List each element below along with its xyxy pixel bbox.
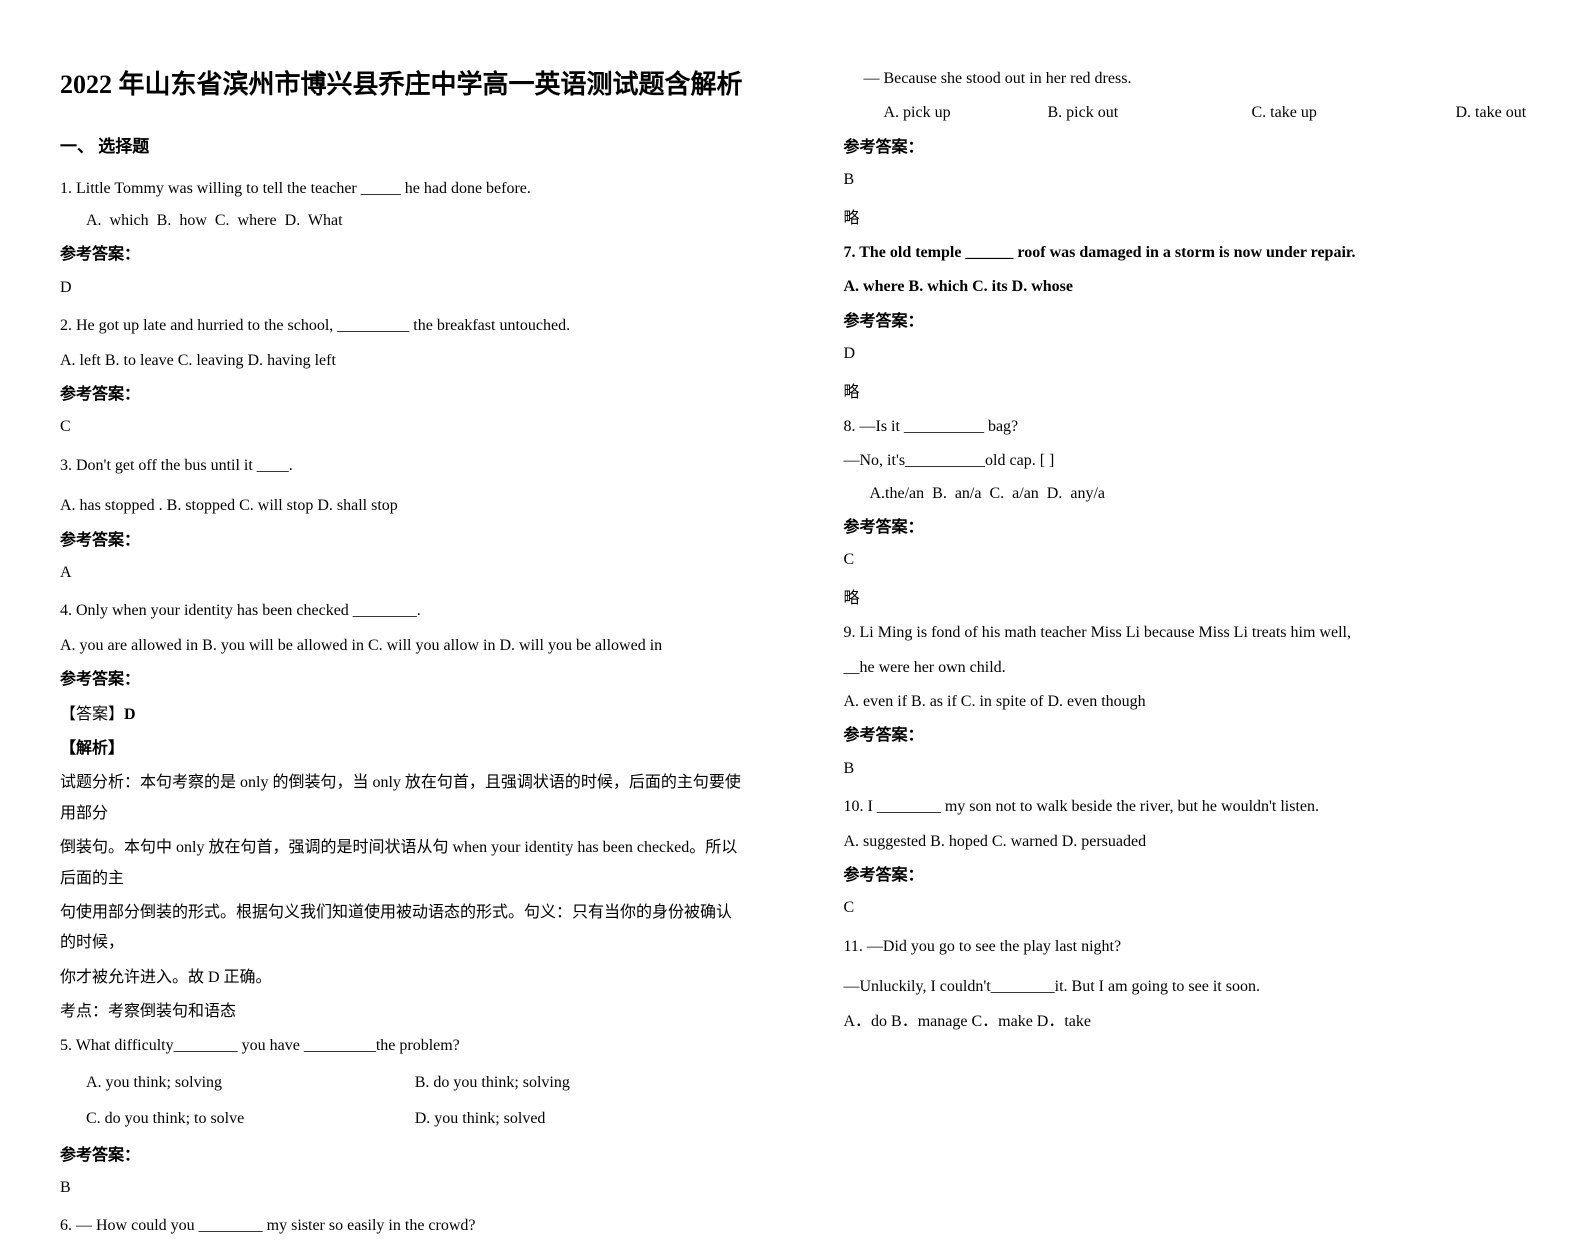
answer-label: 参考答案： [60, 380, 744, 410]
question-5-row2: C. do you think; to solve D. you think; … [86, 1100, 744, 1136]
question-5: 5. What difficulty________ you have ____… [60, 1031, 744, 1061]
right-column: — Because she stood out in her red dress… [794, 0, 1587, 1122]
question-4-exp2: 倒装句。本句中 only 放在句首，强调的是时间状语从句 when your i… [60, 833, 744, 894]
question-6-options: A. pick up B. pick out C. take up D. tak… [884, 98, 1528, 128]
explain-label: 【解析】 [60, 734, 744, 764]
question-5-a: A. you think; solving [86, 1068, 415, 1098]
question-4: 4. Only when your identity has been chec… [60, 596, 744, 626]
question-9a: 9. Li Ming is fond of his math teacher M… [844, 618, 1528, 648]
answer-label: 参考答案： [844, 513, 1528, 543]
lue: 略 [844, 204, 1528, 234]
question-2-answer: C [60, 412, 744, 442]
section-heading: 一、 选择题 [60, 131, 744, 163]
question-6-a: A. pick up [884, 98, 1044, 128]
lue: 略 [844, 584, 1528, 614]
question-1-answer: D [60, 273, 744, 303]
question-6-c: C. take up [1252, 98, 1452, 128]
answer-label: 参考答案： [844, 133, 1528, 163]
question-4-exp1: 试题分析：本句考察的是 only 的倒装句，当 only 放在句首，且强调状语的… [60, 768, 744, 829]
question-4-options: A. you are allowed in B. you will be all… [60, 631, 744, 661]
question-8b: —No, it's__________old cap. [ ] [844, 446, 1528, 476]
lue: 略 [844, 378, 1528, 408]
question-2: 2. He got up late and hurried to the sch… [60, 311, 744, 341]
answer-bracket: 【答案】 [60, 706, 124, 723]
question-11-options: A．do B．manage C．make D．take [844, 1007, 1528, 1037]
question-9-answer: B [844, 754, 1528, 784]
question-3: 3. Don't get off the bus until it ____. [60, 451, 744, 481]
left-column: 2022 年山东省滨州市博兴县乔庄中学高一英语测试题含解析 一、 选择题 1. … [0, 0, 794, 1122]
question-7: 7. The old temple ______ roof was damage… [844, 238, 1528, 268]
question-2-options: A. left B. to leave C. leaving D. having… [60, 346, 744, 376]
question-4-exp3: 句使用部分倒装的形式。根据句义我们知道使用被动语态的形式。句义：只有当你的身份被… [60, 898, 744, 959]
question-8a: 8. —Is it __________ bag? [844, 412, 1528, 442]
answer-label: 参考答案： [60, 1141, 744, 1171]
question-5-d: D. you think; solved [415, 1104, 744, 1134]
question-10: 10. I ________ my son not to walk beside… [844, 792, 1528, 822]
question-6-b: B. pick out [1048, 98, 1248, 128]
question-11a: 11. —Did you go to see the play last nig… [844, 932, 1528, 962]
question-5-answer: B [60, 1173, 744, 1203]
question-6: 6. — How could you ________ my sister so… [60, 1211, 744, 1241]
answer-label: 参考答案： [844, 721, 1528, 751]
question-7-answer: D [844, 339, 1528, 369]
answer-label: 参考答案： [60, 665, 744, 695]
question-5-c: C. do you think; to solve [86, 1104, 415, 1134]
question-7-options: A. where B. which C. its D. whose [844, 272, 1528, 302]
question-1-options: A. which B. how C. where D. What [86, 206, 744, 236]
answer-label: 参考答案： [60, 240, 744, 270]
question-4-answer: D [124, 706, 136, 723]
question-8-options: A.the/an B. an/a C. a/an D. any/a [870, 479, 1528, 509]
answer-label: 参考答案： [60, 526, 744, 556]
question-4-exp4: 你才被允许进入。故 D 正确。 [60, 963, 744, 993]
question-4-answer-wrap: 【答案】D [60, 700, 744, 730]
kaodian: 考点：考察倒装句和语态 [60, 997, 744, 1027]
question-10-answer: C [844, 893, 1528, 923]
question-5-b: B. do you think; solving [415, 1068, 744, 1098]
question-5-row1: A. you think; solving B. do you think; s… [86, 1064, 744, 1100]
answer-label: 参考答案： [844, 861, 1528, 891]
question-11b: —Unluckily, I couldn't________it. But I … [844, 972, 1528, 1002]
page-root: 2022 年山东省滨州市博兴县乔庄中学高一英语测试题含解析 一、 选择题 1. … [0, 0, 1587, 1122]
question-9-options: A. even if B. as if C. in spite of D. ev… [844, 687, 1528, 717]
question-8-answer: C [844, 545, 1528, 575]
question-1: 1. Little Tommy was willing to tell the … [60, 174, 744, 204]
question-6-d: D. take out [1456, 98, 1527, 128]
question-10-options: A. suggested B. hoped C. warned D. persu… [844, 827, 1528, 857]
question-3-answer: A [60, 558, 744, 588]
question-6-reply: — Because she stood out in her red dress… [864, 64, 1528, 94]
question-9b: __he were her own child. [844, 653, 1528, 683]
question-6-answer: B [844, 165, 1528, 195]
question-3-options: A. has stopped . B. stopped C. will stop… [60, 491, 744, 521]
page-title: 2022 年山东省滨州市博兴县乔庄中学高一英语测试题含解析 [60, 60, 744, 109]
answer-label: 参考答案： [844, 307, 1528, 337]
